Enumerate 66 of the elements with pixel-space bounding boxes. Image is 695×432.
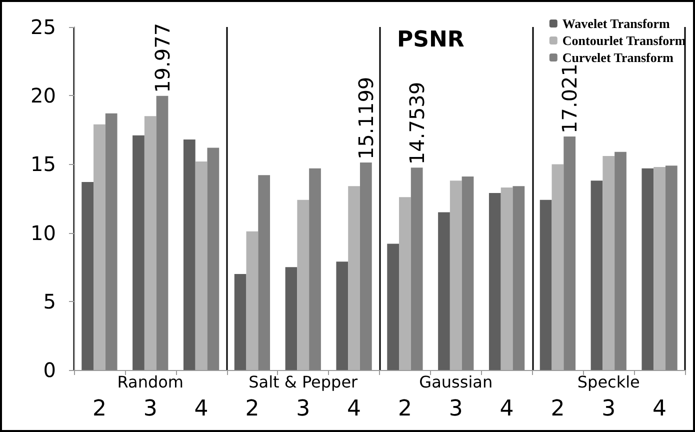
x-tick-label: 2: [245, 396, 260, 422]
data-label: 15.1199: [354, 76, 378, 160]
bar: [540, 200, 552, 370]
bar: [665, 166, 678, 370]
bar: [195, 161, 208, 370]
text: Random: [117, 372, 184, 392]
y-tick-label: 5: [43, 289, 56, 314]
x-tick-label: 4: [347, 396, 362, 422]
y-tick-label: 25: [30, 15, 56, 39]
x-tick-label: 4: [500, 396, 514, 422]
bar: [654, 166, 666, 370]
bar: [132, 135, 144, 370]
bar: [297, 200, 310, 370]
bar: [156, 96, 168, 370]
x-tick-label: 2: [398, 396, 412, 422]
x-tick-label: 3: [602, 396, 616, 422]
bar: [207, 148, 220, 370]
x-tick-label: 3: [448, 396, 463, 422]
text: Gaussian: [419, 372, 493, 392]
bar: [336, 262, 348, 370]
bar: [258, 175, 270, 370]
x-tick-label: 4: [194, 396, 208, 422]
bar: [144, 116, 156, 370]
bar: [462, 176, 474, 370]
bar: [399, 197, 411, 370]
bar: [82, 182, 94, 370]
bar: [488, 193, 501, 370]
bar: [512, 186, 525, 370]
text: Speckle: [577, 372, 640, 392]
bar: [387, 244, 400, 370]
bar: [602, 156, 615, 370]
bar: [309, 168, 321, 370]
legend-label: Wavelet Transform: [562, 16, 670, 31]
x-tick-label: 2: [92, 396, 106, 422]
chart-title: PSNR: [397, 28, 464, 52]
bar: [450, 180, 462, 370]
bar: [348, 186, 360, 370]
x-tick-label: 2: [550, 396, 565, 422]
y-tick-label: 10: [30, 220, 56, 245]
data-label: 17.021: [558, 63, 582, 134]
bar: [614, 152, 626, 370]
bar: [246, 231, 258, 370]
data-label: 14.7539: [404, 82, 429, 165]
bar: [438, 212, 450, 370]
x-tick-label: 4: [652, 396, 667, 422]
bar: [642, 168, 654, 370]
legend-label: Contourlet Transform: [562, 33, 686, 48]
bar: [552, 164, 564, 370]
y-tick-label: 20: [30, 84, 56, 108]
bar: [564, 136, 576, 370]
x-tick-label: 3: [143, 396, 158, 422]
bar: [285, 267, 298, 370]
bar: [94, 124, 106, 370]
x-tick-label: 3: [296, 396, 310, 422]
bar: [105, 113, 118, 370]
bar: [590, 180, 603, 370]
bar: [183, 140, 196, 370]
y-tick-label: 0: [43, 358, 56, 382]
bar: [500, 188, 513, 370]
bar: [360, 162, 372, 370]
legend-label: Curvelet Transform: [562, 50, 674, 65]
bar: [410, 168, 423, 370]
bar: [234, 274, 246, 370]
y-tick-label: 15: [30, 152, 56, 176]
data-label: 19.977: [150, 22, 174, 93]
text: Salt & Pepper: [248, 372, 358, 392]
